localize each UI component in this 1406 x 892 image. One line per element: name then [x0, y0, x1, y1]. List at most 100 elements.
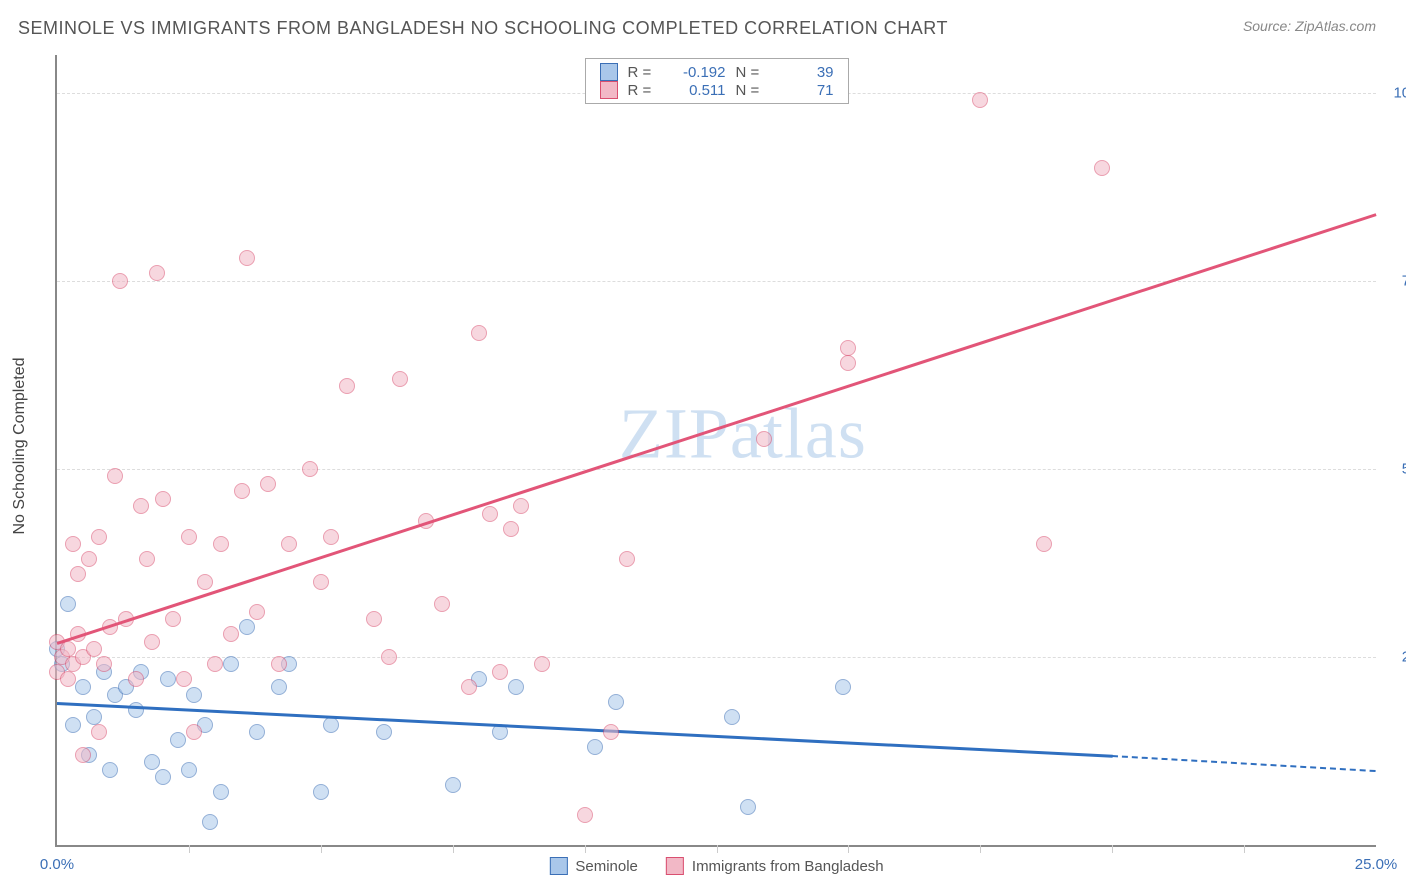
data-point	[724, 709, 740, 725]
data-point	[155, 491, 171, 507]
data-point	[281, 536, 297, 552]
legend-label: Immigrants from Bangladesh	[692, 858, 884, 875]
data-point	[313, 574, 329, 590]
data-point	[149, 265, 165, 281]
data-point	[170, 732, 186, 748]
data-point	[740, 799, 756, 815]
data-point	[1036, 536, 1052, 552]
x-tick	[189, 845, 190, 853]
correlation-legend: R = -0.192 N = 39 R = 0.511 N = 71	[585, 58, 849, 104]
data-point	[513, 498, 529, 514]
plot-area: ZIPatlas R = -0.192 N = 39 R = 0.511 N =…	[55, 55, 1376, 847]
trend-line	[57, 702, 1112, 757]
data-point	[223, 656, 239, 672]
swatch-seminole	[600, 63, 618, 81]
x-tick-label: 0.0%	[40, 856, 74, 873]
chart-title: SEMINOLE VS IMMIGRANTS FROM BANGLADESH N…	[18, 18, 948, 39]
data-point	[376, 724, 392, 740]
y-tick-label: 5.0%	[1381, 460, 1406, 477]
swatch-bangladesh	[666, 857, 684, 875]
x-tick	[453, 845, 454, 853]
watermark: ZIPatlas	[619, 393, 867, 476]
legend-row-seminole: R = -0.192 N = 39	[600, 63, 834, 81]
x-tick	[980, 845, 981, 853]
r-label: R =	[628, 82, 656, 99]
data-point	[339, 378, 355, 394]
data-point	[102, 762, 118, 778]
data-point	[181, 529, 197, 545]
data-point	[96, 656, 112, 672]
data-point	[70, 566, 86, 582]
x-tick	[321, 845, 322, 853]
data-point	[392, 371, 408, 387]
data-point	[86, 709, 102, 725]
n-value-bangladesh: 71	[774, 82, 834, 99]
data-point	[302, 461, 318, 477]
x-tick	[848, 845, 849, 853]
r-value-seminole: -0.192	[666, 64, 726, 81]
gridline-h	[57, 657, 1376, 658]
data-point	[139, 551, 155, 567]
data-point	[186, 724, 202, 740]
data-point	[508, 679, 524, 695]
legend-item-seminole: Seminole	[549, 857, 638, 875]
legend-label: Seminole	[575, 858, 638, 875]
data-point	[234, 483, 250, 499]
data-point	[587, 739, 603, 755]
data-point	[165, 611, 181, 627]
x-tick-label: 25.0%	[1355, 856, 1398, 873]
swatch-bangladesh	[600, 81, 618, 99]
data-point	[271, 679, 287, 695]
data-point	[608, 694, 624, 710]
y-axis-label: No Schooling Completed	[11, 358, 29, 535]
data-point	[207, 656, 223, 672]
y-tick-label: 10.0%	[1381, 84, 1406, 101]
legend-row-bangladesh: R = 0.511 N = 71	[600, 81, 834, 99]
data-point	[197, 574, 213, 590]
n-value-seminole: 39	[774, 64, 834, 81]
data-point	[60, 671, 76, 687]
data-point	[213, 784, 229, 800]
data-point	[213, 536, 229, 552]
data-point	[461, 679, 477, 695]
y-tick-label: 2.5%	[1381, 648, 1406, 665]
y-tick-label: 7.5%	[1381, 272, 1406, 289]
data-point	[60, 596, 76, 612]
x-tick	[1112, 845, 1113, 853]
data-point	[202, 814, 218, 830]
data-point	[144, 634, 160, 650]
data-point	[381, 649, 397, 665]
data-point	[260, 476, 276, 492]
data-point	[60, 641, 76, 657]
data-point	[75, 747, 91, 763]
x-tick	[585, 845, 586, 853]
data-point	[155, 769, 171, 785]
data-point	[186, 687, 202, 703]
data-point	[91, 724, 107, 740]
legend-item-bangladesh: Immigrants from Bangladesh	[666, 857, 884, 875]
data-point	[176, 671, 192, 687]
data-point	[619, 551, 635, 567]
gridline-h	[57, 469, 1376, 470]
data-point	[835, 679, 851, 695]
data-point	[840, 340, 856, 356]
swatch-seminole	[549, 857, 567, 875]
data-point	[112, 273, 128, 289]
data-point	[144, 754, 160, 770]
n-label: N =	[736, 82, 764, 99]
data-point	[160, 671, 176, 687]
data-point	[81, 551, 97, 567]
r-value-bangladesh: 0.511	[666, 82, 726, 99]
data-point	[223, 626, 239, 642]
data-point	[313, 784, 329, 800]
data-point	[75, 679, 91, 695]
data-point	[323, 529, 339, 545]
data-point	[133, 498, 149, 514]
data-point	[492, 664, 508, 680]
data-point	[91, 529, 107, 545]
series-legend: Seminole Immigrants from Bangladesh	[549, 857, 883, 875]
trend-line-extrapolated	[1112, 755, 1376, 772]
data-point	[756, 431, 772, 447]
data-point	[972, 92, 988, 108]
x-tick	[1244, 845, 1245, 853]
